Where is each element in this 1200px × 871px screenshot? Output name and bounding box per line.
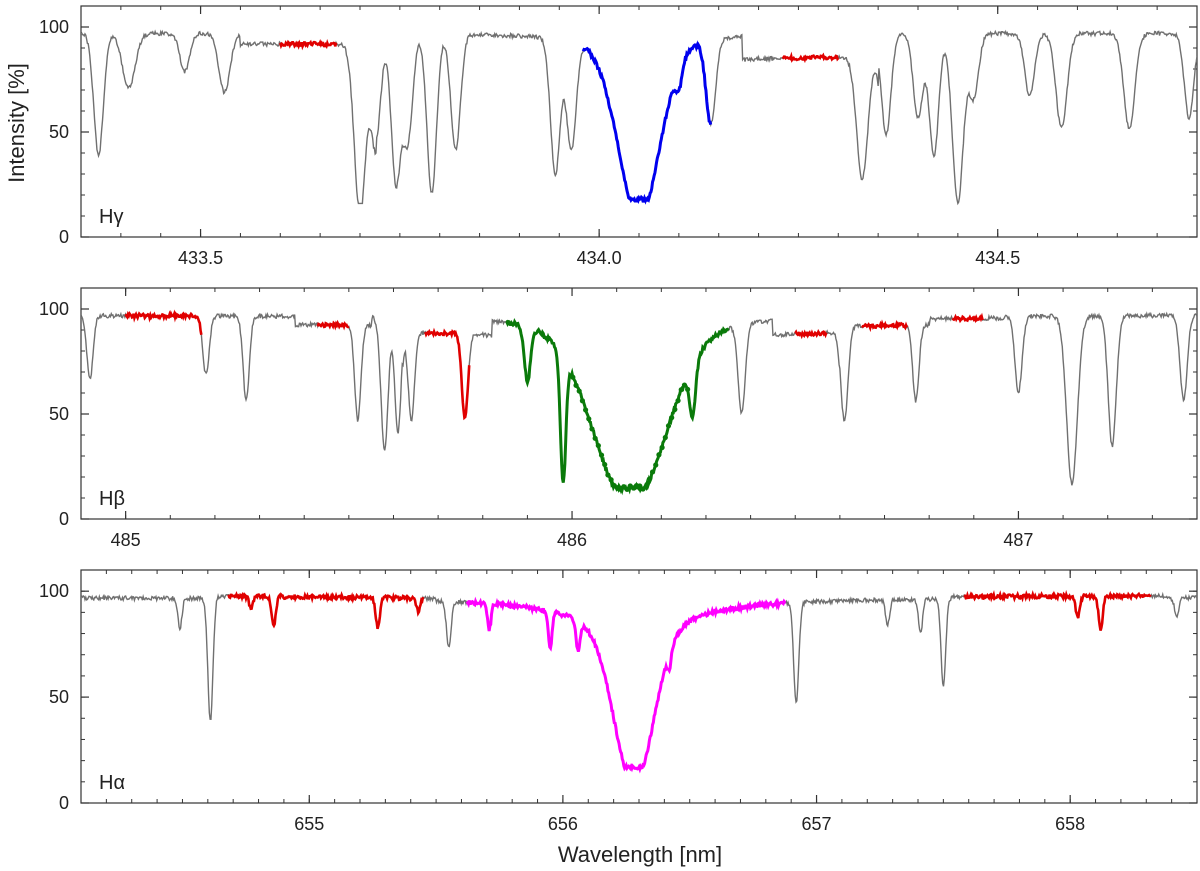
profile-point xyxy=(672,406,678,413)
profile-point xyxy=(662,434,668,441)
profile-point xyxy=(608,477,614,483)
y-tick-label: 50 xyxy=(49,687,69,707)
profile-point xyxy=(669,415,675,421)
profile-point xyxy=(678,387,684,393)
panel-Hgamma: 433.5 434.0 434.5 0 50 100 Hγ xyxy=(39,5,1198,268)
balmer-line-profile xyxy=(505,318,730,496)
continuum-segment xyxy=(963,589,1152,631)
profile-point xyxy=(573,382,579,388)
profile-point xyxy=(646,476,652,482)
panel-Halpha: 655 656 657 658 0 50 100 Hα xyxy=(39,569,1198,834)
profile-point xyxy=(605,472,611,478)
profile-point xyxy=(659,444,665,451)
profile-point xyxy=(582,407,589,413)
y-tick-label: 100 xyxy=(39,17,69,37)
profile-point xyxy=(653,462,659,468)
y-tick-label: 0 xyxy=(59,793,69,813)
continuum-segment xyxy=(951,312,984,324)
balmer-line-profile xyxy=(465,596,787,774)
traces xyxy=(81,29,1197,206)
spectrum-trace xyxy=(81,29,1197,206)
continuum-segment xyxy=(279,38,338,51)
x-tick-label: 656 xyxy=(548,814,578,834)
profile-point xyxy=(681,382,688,388)
traces xyxy=(81,309,1197,496)
continuum-segment xyxy=(781,51,840,64)
x-tick-label: 486 xyxy=(557,530,587,550)
panels: 433.5 434.0 434.5 0 50 100 Hγ 485 486 487 0 50 100 Hβ… xyxy=(39,5,1198,834)
panel-label: Hγ xyxy=(99,206,123,228)
profile-point xyxy=(576,388,582,394)
continuum-segment xyxy=(861,319,909,333)
plot-frame xyxy=(80,287,1198,520)
profile-point xyxy=(637,483,643,489)
profile-point xyxy=(602,461,608,468)
y-tick-label: 100 xyxy=(39,299,69,319)
profile-point xyxy=(579,398,586,404)
x-tick-label: 434.5 xyxy=(975,248,1020,268)
profile-point xyxy=(685,386,691,392)
traces xyxy=(81,589,1197,774)
profile-point xyxy=(656,452,662,458)
x-tick-label: 434.0 xyxy=(577,248,622,268)
x-tick-label: 657 xyxy=(802,814,832,834)
profile-point xyxy=(649,469,656,475)
y-tick-label: 50 xyxy=(49,122,69,142)
x-tick-label: 485 xyxy=(111,530,141,550)
spectrum-trace xyxy=(81,591,1197,772)
continuum-segment xyxy=(227,591,425,630)
x-tick-label: 433.5 xyxy=(178,248,223,268)
spectrum-trace xyxy=(81,311,1197,493)
panel-Hbeta: 485 486 487 0 50 100 Hβ xyxy=(39,287,1198,550)
profile-point xyxy=(586,416,592,422)
panel-label: Hα xyxy=(99,772,125,794)
y-tick-label: 0 xyxy=(59,227,69,247)
profile-point xyxy=(675,398,681,404)
y-axis-label: Intensity [%] xyxy=(4,63,29,183)
y-tick-label: 50 xyxy=(49,404,69,424)
continuum-segment xyxy=(424,327,471,421)
profile-point xyxy=(595,442,601,449)
profile-point xyxy=(624,486,630,492)
x-tick-label: 658 xyxy=(1055,814,1085,834)
y-tick-label: 100 xyxy=(39,581,69,601)
continuum-segment xyxy=(124,309,203,336)
profile-point xyxy=(570,374,576,380)
profile-point xyxy=(592,435,598,441)
x-axis-label: Wavelength [nm] xyxy=(558,842,722,867)
continuum-segment xyxy=(794,328,828,340)
continuum-segment xyxy=(316,319,350,331)
panel-label: Hβ xyxy=(99,488,125,510)
profile-point xyxy=(589,426,595,432)
y-tick-label: 0 xyxy=(59,509,69,529)
profile-point xyxy=(598,452,605,458)
x-tick-label: 655 xyxy=(294,814,324,834)
profile-point xyxy=(643,484,649,490)
profile-point xyxy=(665,423,672,429)
x-tick-label: 487 xyxy=(1003,530,1033,550)
balmer-line-profile xyxy=(581,40,713,205)
